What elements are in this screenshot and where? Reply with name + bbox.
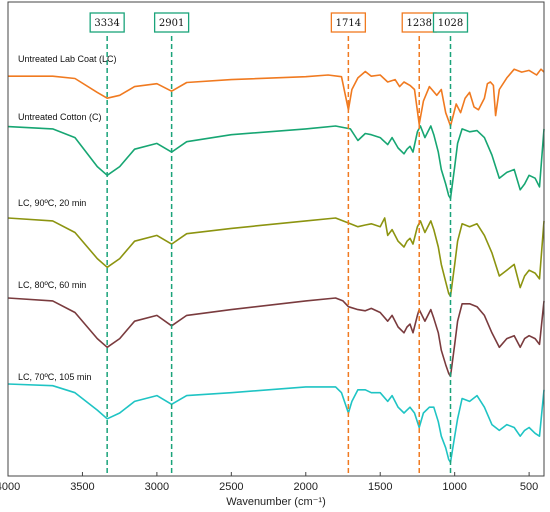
x-tick-label-1000: 1000 (442, 481, 466, 493)
series-label-1: Untreated Lab Coat (LC) (18, 54, 117, 64)
x-tick-label-2500: 2500 (219, 481, 243, 493)
series-line-5 (7, 383, 545, 464)
peak-box-1028 (432, 12, 469, 33)
peak-label-1028: 1028 (438, 18, 463, 29)
plot-frame (7, 1, 545, 477)
peak-box-1714 (330, 12, 367, 33)
peak-box-2901 (153, 12, 190, 33)
series-line-1 (8, 68, 545, 127)
series-labels: Untreated Lab Coat (LC) Untreated Cotton … (18, 54, 117, 382)
peak-label-3334: 3334 (94, 18, 119, 29)
series-line-3 (7, 217, 545, 298)
series-label-5: LC, 70ºC, 105 min (18, 372, 91, 382)
series-curves (7, 68, 545, 464)
series-line-2 (7, 125, 545, 200)
peak-label-2901: 2901 (159, 18, 184, 29)
series-label-2: Untreated Cotton (C) (18, 112, 102, 122)
series-label-4: LC, 80ºC, 60 min (18, 280, 86, 290)
peak-label-1714: 1714 (336, 18, 361, 29)
peak-markers: 3334 2901 1714 1238 1028 (89, 12, 469, 476)
series-label-3: LC, 90ºC, 20 min (18, 198, 86, 208)
x-tick-label-500: 500 (520, 481, 538, 493)
x-axis-ticks: 4000 3500 3000 2500 2000 1500 1000 500 (0, 472, 538, 493)
x-tick-label-1500: 1500 (368, 481, 392, 493)
x-tick-label-3000: 3000 (145, 481, 169, 493)
x-tick-label-3500: 3500 (70, 481, 94, 493)
x-tick-label-4000: 4000 (0, 481, 20, 493)
x-axis-title: Wavenumber (cm⁻¹) (226, 496, 326, 508)
series-line-4 (7, 297, 545, 378)
peak-box-3334 (89, 12, 125, 33)
x-tick-label-2000: 2000 (294, 481, 318, 493)
peak-label-1238: 1238 (407, 18, 432, 29)
